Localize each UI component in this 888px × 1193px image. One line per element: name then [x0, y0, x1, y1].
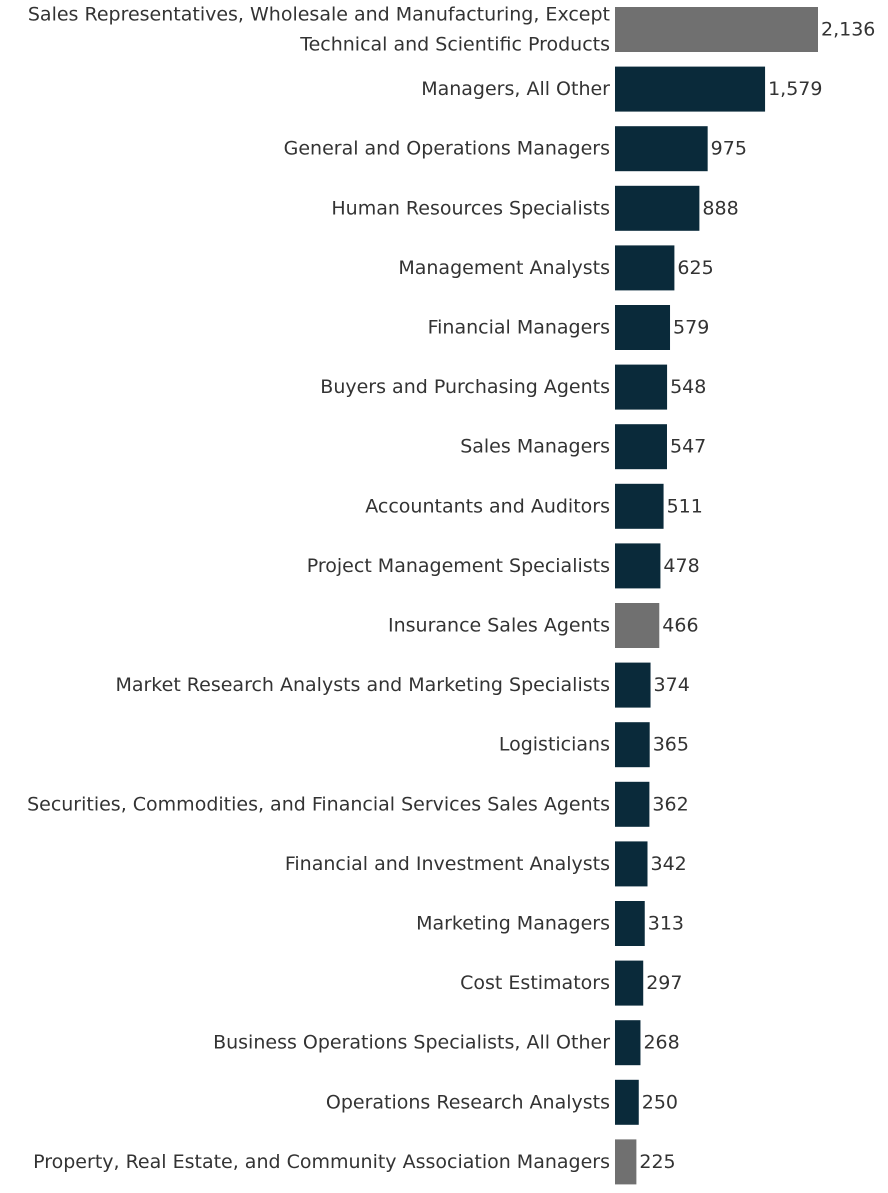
category-label: Project Management Specialists: [307, 555, 610, 577]
category-label: Accountants and Auditors: [365, 495, 610, 517]
category-label-line: Buyers and Purchasing Agents: [320, 376, 610, 398]
bar: [615, 543, 661, 589]
bar: [615, 185, 700, 231]
value-label: 478: [663, 555, 699, 577]
category-label-line: Market Research Analysts and Marketing S…: [115, 674, 610, 696]
bar: [615, 483, 664, 529]
value-label: 625: [677, 257, 713, 279]
category-label-line: Technical and Scientific Products: [299, 34, 610, 56]
bar: [615, 841, 648, 887]
category-label: Cost Estimators: [460, 972, 610, 994]
category-label-line: Securities, Commodities, and Financial S…: [27, 793, 610, 815]
category-label-line: Insurance Sales Agents: [388, 615, 610, 637]
category-label: Human Resources Specialists: [331, 197, 610, 219]
category-label-line: Operations Research Analysts: [326, 1091, 610, 1113]
bar: [615, 66, 766, 112]
category-label: Financial and Investment Analysts: [285, 853, 610, 875]
category-label: Business Operations Specialists, All Oth…: [213, 1032, 610, 1054]
bar: [615, 960, 644, 1006]
category-label: Financial Managers: [428, 317, 610, 339]
value-label: 374: [654, 674, 690, 696]
category-label: Logisticians: [499, 734, 610, 756]
bar: [615, 305, 671, 350]
value-label: 579: [673, 317, 709, 339]
category-label: Sales Managers: [460, 436, 610, 458]
category-label-line: Cost Estimators: [460, 972, 610, 994]
category-label-line: Financial Managers: [428, 317, 610, 339]
value-label: 888: [702, 197, 738, 219]
value-label: 362: [652, 793, 688, 815]
category-label-line: Managers, All Other: [421, 78, 610, 100]
category-label-line: General and Operations Managers: [284, 138, 610, 160]
value-label: 975: [711, 138, 747, 160]
value-label: 2,136: [821, 19, 875, 41]
category-label-line: Marketing Managers: [416, 913, 610, 935]
category-label-line: Sales Managers: [460, 436, 610, 458]
value-label: 466: [662, 615, 698, 637]
category-label-line: Management Analysts: [398, 257, 610, 279]
category-label: Operations Research Analysts: [326, 1091, 610, 1113]
value-label: 511: [667, 495, 703, 517]
value-label: 313: [648, 913, 684, 935]
value-label: 268: [643, 1032, 679, 1054]
bar: [615, 1020, 641, 1066]
category-label-line: Project Management Specialists: [307, 555, 610, 577]
category-label-line: Accountants and Auditors: [365, 495, 610, 517]
bar: [615, 245, 675, 291]
bar: [615, 722, 650, 768]
category-labels-group: Sales Representatives, Wholesale and Man…: [27, 4, 610, 1173]
bar: [615, 126, 708, 172]
bar: [615, 781, 650, 827]
bar: [615, 7, 818, 52]
bar: [615, 1139, 637, 1185]
category-label: Marketing Managers: [416, 913, 610, 935]
value-label: 250: [642, 1091, 678, 1113]
value-label: 342: [651, 853, 687, 875]
bar: [615, 424, 667, 470]
value-label: 225: [639, 1151, 675, 1173]
bar: [615, 1079, 639, 1125]
category-label: Managers, All Other: [421, 78, 610, 100]
category-label: Buyers and Purchasing Agents: [320, 376, 610, 398]
bars-group: [615, 7, 818, 1185]
category-label-line: Sales Representatives, Wholesale and Man…: [28, 4, 610, 26]
category-label-line: Property, Real Estate, and Community Ass…: [33, 1151, 610, 1173]
category-label: Market Research Analysts and Marketing S…: [115, 674, 610, 696]
category-label: Securities, Commodities, and Financial S…: [27, 793, 610, 815]
category-label: General and Operations Managers: [284, 138, 610, 160]
value-label: 297: [646, 972, 682, 994]
category-label-line: Logisticians: [499, 734, 610, 756]
category-label: Property, Real Estate, and Community Ass…: [33, 1151, 610, 1173]
bar: [615, 901, 645, 946]
value-label: 1,579: [768, 78, 822, 100]
bar: [615, 603, 660, 648]
value-label: 547: [670, 436, 706, 458]
category-label-line: Financial and Investment Analysts: [285, 853, 610, 875]
bar: [615, 364, 668, 410]
category-label-line: Human Resources Specialists: [331, 197, 610, 219]
value-label: 365: [653, 734, 689, 756]
category-label: Insurance Sales Agents: [388, 615, 610, 637]
value-labels-group: 2,136 1,579 975 888 625 579 548 547 511 478 466 374…: [639, 19, 875, 1173]
value-label: 548: [670, 376, 706, 398]
bar: [615, 662, 651, 708]
category-label: Management Analysts: [398, 257, 610, 279]
category-label: Sales Representatives, Wholesale and Man…: [28, 4, 610, 56]
category-label-line: Business Operations Specialists, All Oth…: [213, 1032, 610, 1054]
